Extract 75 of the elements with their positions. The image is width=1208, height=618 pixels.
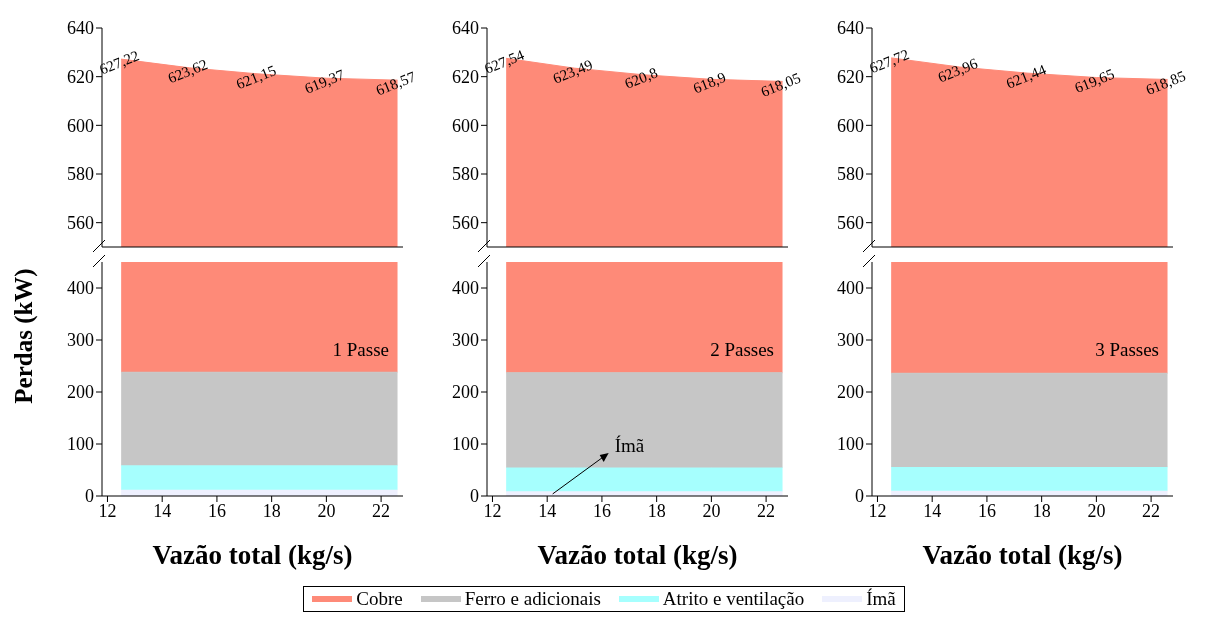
data-label: 621,44 xyxy=(1003,61,1049,92)
y-tick-label: 300 xyxy=(452,330,479,351)
data-label: 620,8 xyxy=(622,64,660,92)
y-tick-label: 560 xyxy=(67,213,94,234)
x-tick-label: 12 xyxy=(868,500,887,521)
y-tick-label: 600 xyxy=(837,115,864,136)
legend-label: Cobre xyxy=(356,588,403,610)
y-tick-label: 620 xyxy=(452,67,479,88)
x-tick-label: 20 xyxy=(1087,500,1106,521)
x-axis-title: Vazão total (kg/s) xyxy=(152,540,353,570)
y-tick-label: 100 xyxy=(837,434,864,455)
y-tick-label: 400 xyxy=(837,278,864,299)
x-tick-label: 16 xyxy=(592,500,611,521)
data-label: 623,96 xyxy=(935,55,981,86)
y-axis-title: Perdas (kW) xyxy=(10,268,38,404)
annotation: Ímã xyxy=(614,434,645,456)
annotation: 3 Passes xyxy=(1095,338,1159,360)
data-label: 627,72 xyxy=(867,46,912,77)
x-tick-label: 12 xyxy=(483,500,502,521)
legend-label: Atrito e ventilação xyxy=(662,588,805,610)
x-tick-label: 22 xyxy=(372,500,391,521)
x-tick-label: 18 xyxy=(1032,500,1051,521)
y-tick-label: 600 xyxy=(67,115,94,136)
y-tick-label: 640 xyxy=(67,18,94,39)
y-tick-label: 0 xyxy=(470,486,479,507)
y-tick-label: 400 xyxy=(452,278,479,299)
data-label: 619,65 xyxy=(1072,65,1117,97)
data-label: 618,57 xyxy=(373,68,419,99)
x-tick-label: 14 xyxy=(153,500,172,521)
y-tick-label: 640 xyxy=(837,18,864,39)
x-axis-title: Vazão total (kg/s) xyxy=(537,540,738,570)
data-label: 618,85 xyxy=(1143,67,1188,98)
y-tick-label: 560 xyxy=(837,213,864,234)
data-label: 623,49 xyxy=(550,56,595,87)
y-tick-label: 580 xyxy=(452,164,479,185)
x-tick-label: 18 xyxy=(262,500,281,521)
x-tick-label: 16 xyxy=(207,500,226,521)
x-tick-label: 14 xyxy=(923,500,942,521)
x-tick-label: 22 xyxy=(1142,500,1161,521)
y-tick-label: 0 xyxy=(855,486,864,507)
annotation: 1 Passe xyxy=(332,338,389,360)
legend-label: Ímã xyxy=(866,588,896,610)
y-tick-label: 560 xyxy=(452,213,479,234)
x-tick-label: 12 xyxy=(98,500,117,521)
data-label: 619,37 xyxy=(302,66,348,97)
data-label: 618,05 xyxy=(758,69,803,100)
y-tick-label: 300 xyxy=(837,330,864,351)
y-tick-label: 620 xyxy=(837,67,864,88)
legend-label: Ferro e adicionais xyxy=(464,588,601,610)
y-tick-label: 600 xyxy=(452,115,479,136)
x-tick-label: 20 xyxy=(702,500,721,521)
y-tick-label: 100 xyxy=(452,434,479,455)
y-tick-label: 200 xyxy=(837,382,864,403)
y-tick-label: 0 xyxy=(85,486,94,507)
y-tick-label: 300 xyxy=(67,330,94,351)
data-label: 623,62 xyxy=(165,56,210,87)
y-tick-label: 580 xyxy=(837,164,864,185)
y-tick-label: 620 xyxy=(67,67,94,88)
y-tick-label: 200 xyxy=(67,382,94,403)
x-axis-title: Vazão total (kg/s) xyxy=(922,540,1123,570)
x-tick-label: 20 xyxy=(317,500,336,521)
data-label: 627,22 xyxy=(97,47,142,78)
y-tick-label: 580 xyxy=(67,164,94,185)
x-tick-label: 14 xyxy=(538,500,557,521)
x-tick-label: 18 xyxy=(647,500,666,521)
data-label: 627,54 xyxy=(482,46,527,77)
data-label: 621,15 xyxy=(233,62,279,93)
x-tick-label: 16 xyxy=(977,500,996,521)
x-tick-label: 22 xyxy=(757,500,776,521)
y-tick-label: 200 xyxy=(452,382,479,403)
annotation: 2 Passes xyxy=(710,338,774,360)
data-label: 618,9 xyxy=(690,68,729,97)
y-tick-label: 640 xyxy=(452,18,479,39)
y-tick-label: 400 xyxy=(67,278,94,299)
y-tick-label: 100 xyxy=(67,434,94,455)
